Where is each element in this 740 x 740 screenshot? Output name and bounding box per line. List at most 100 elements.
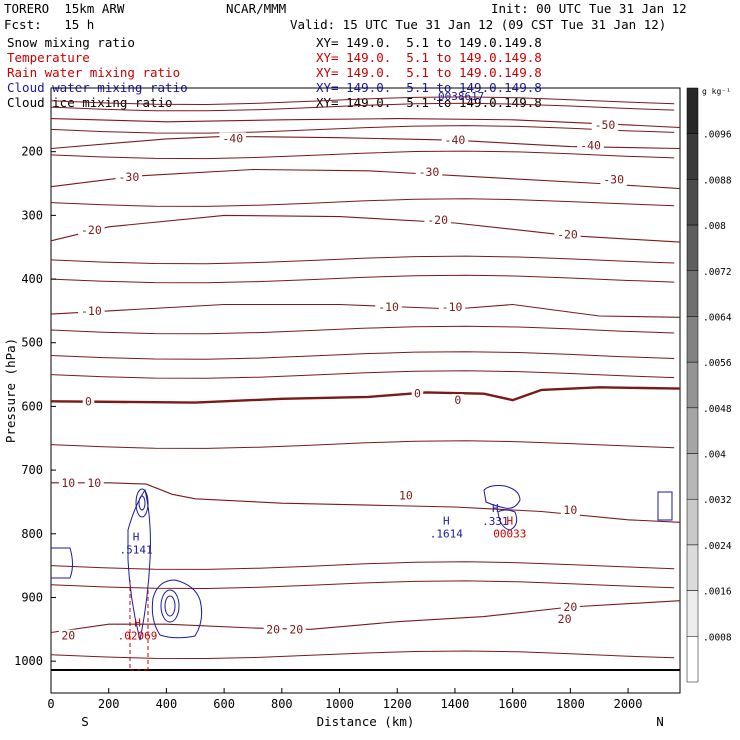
isotherm--50	[50, 118, 681, 129]
isotherm-label: -10	[378, 300, 399, 314]
isotherm-label-bg	[560, 601, 580, 614]
colorbar-label: .008	[703, 221, 726, 232]
colorbar-swatch	[686, 498, 699, 546]
isotherm-label-bg	[115, 171, 143, 184]
model-title: TORERO 15km ARW	[4, 1, 125, 16]
y-tick-label: 500	[21, 336, 43, 350]
field-xy-rain: XY= 149.0. 5.1 to 149.0.149.8	[316, 65, 542, 80]
colorbar-label: .0088	[703, 175, 732, 186]
isotherm-label: -40	[445, 133, 466, 147]
x-tick-label: 200	[98, 697, 120, 711]
isotherm-label: -20	[557, 227, 578, 241]
isotherm-minor	[50, 440, 675, 449]
isotherm-label: -30	[119, 170, 140, 184]
isotherm-label: 20	[558, 612, 572, 626]
isotherm-label: -20	[81, 223, 102, 237]
isotherm-label-bg	[219, 132, 247, 145]
isotherm--40	[50, 135, 681, 150]
field-name-temperature: Temperature	[7, 50, 90, 65]
y-axis-label: Pressure (hPa)	[3, 338, 18, 443]
y-tick-label: 200	[21, 145, 43, 159]
extremum-value: 00033	[493, 528, 526, 541]
x-tick-label: 1200	[383, 697, 412, 711]
colorbar-swatch	[686, 407, 699, 454]
cloud-contour	[151, 579, 203, 639]
isotherm-label-bg	[577, 139, 604, 152]
isotherm-minor	[50, 370, 675, 379]
cloud-contour	[483, 485, 521, 509]
isotherm-label: -30	[419, 165, 440, 179]
plot-frame	[50, 87, 681, 694]
isotherm-label: 20	[289, 622, 303, 636]
extremum-value: .5141	[120, 544, 153, 557]
y-tick-label: 800	[21, 527, 43, 541]
isotherm-minor	[50, 274, 675, 284]
isotherm-label-bg	[415, 166, 443, 179]
field-xy-snow: XY= 149.0. 5.1 to 149.0.149.8	[316, 35, 542, 50]
isotherm-minor	[50, 351, 675, 360]
colorbar-label: .004	[703, 450, 726, 461]
isotherm-label: 0	[414, 387, 421, 401]
isotherm-label-bg	[600, 173, 627, 186]
valid-time: Valid: 15 UTC Tue 31 Jan 12 (09 CST Tue …	[290, 17, 667, 32]
y-tick-label: 1000	[14, 654, 43, 668]
colorbar-label: .0024	[703, 541, 732, 552]
isotherm-label-bg	[263, 623, 283, 636]
colorbar-swatch	[686, 87, 699, 134]
isotherm-minor	[50, 580, 675, 590]
isotherm-label: 20	[563, 600, 577, 614]
isotherm-label-bg	[438, 301, 466, 314]
isotherm-label: 10	[563, 503, 577, 517]
colorbar-label: .0056	[703, 358, 732, 369]
isotherm-label: -40	[580, 138, 601, 152]
colorbar-swatch	[686, 636, 699, 683]
x-tick-label: 1800	[556, 697, 585, 711]
extremum-marker: H	[506, 515, 513, 528]
colorbar-swatch	[686, 361, 699, 409]
isotherm-label-bg	[591, 118, 619, 131]
colorbar-label: .0096	[703, 130, 732, 141]
field-name-snow: Snow mixing ratio	[7, 35, 135, 50]
extremum-marker: H	[133, 531, 140, 544]
colorbar-swatch	[686, 453, 699, 500]
x-axis-end-right: N	[656, 714, 664, 729]
colorbar-label: .0072	[703, 267, 732, 278]
x-tick-label: 0	[47, 697, 54, 711]
colorbar-label: .0048	[703, 404, 732, 415]
x-tick-label: 2000	[614, 697, 643, 711]
x-tick-label: 600	[213, 697, 235, 711]
isotherm-label-bg	[554, 228, 581, 241]
isotherm-label-bg	[411, 387, 424, 400]
y-tick-label: 400	[21, 272, 43, 286]
cloud-contour	[51, 547, 73, 579]
extremum-marker: H	[134, 617, 141, 630]
x-axis-end-left: S	[81, 714, 89, 729]
isotherm-label: 10	[399, 489, 413, 503]
isotherm-label: 10	[61, 476, 75, 490]
isotherm--20	[50, 214, 681, 243]
field-name-rain: Rain water mixing ratio	[7, 65, 181, 80]
isotherm--10	[50, 303, 681, 318]
isotherm-minor	[50, 102, 675, 112]
colorbar-label: .0064	[703, 312, 732, 323]
isotherm-minor	[50, 325, 675, 335]
x-tick-label: 800	[271, 697, 293, 711]
extremum-value: .0038617	[431, 90, 484, 103]
isotherm-label-bg	[441, 134, 469, 147]
colorbar-label: .0032	[703, 495, 732, 506]
extremum-marker: H	[443, 515, 450, 528]
forecast-hour: Fcst: 15 h	[4, 17, 95, 32]
isotherm-label-bg	[58, 629, 78, 642]
cloud-contour	[497, 509, 518, 531]
extremum-value: .02069	[118, 630, 158, 643]
cloud-contour	[138, 495, 146, 511]
colorbar-swatch	[686, 590, 699, 637]
isotherm-label-bg	[560, 504, 580, 517]
isotherm-label: -20	[427, 213, 448, 227]
x-tick-label: 1400	[440, 697, 469, 711]
isotherm-label: -30	[603, 173, 624, 187]
extremum-marker: H	[492, 502, 499, 515]
colorbar-label: .0008	[703, 632, 732, 643]
cloud-contour	[160, 589, 180, 623]
